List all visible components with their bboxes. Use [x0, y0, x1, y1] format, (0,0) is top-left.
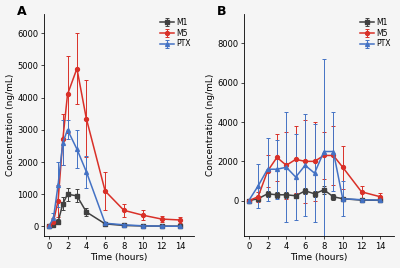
Legend: M1, M5, PTX: M1, M5, PTX	[360, 18, 391, 49]
Y-axis label: Concentration (ng/mL): Concentration (ng/mL)	[6, 74, 14, 176]
Text: A: A	[17, 5, 26, 18]
Text: B: B	[217, 5, 226, 18]
Y-axis label: Concentration (ng/mL): Concentration (ng/mL)	[206, 74, 214, 176]
Legend: M1, M5, PTX: M1, M5, PTX	[160, 18, 191, 49]
X-axis label: Time (hours): Time (hours)	[290, 254, 348, 262]
X-axis label: Time (hours): Time (hours)	[90, 254, 148, 262]
